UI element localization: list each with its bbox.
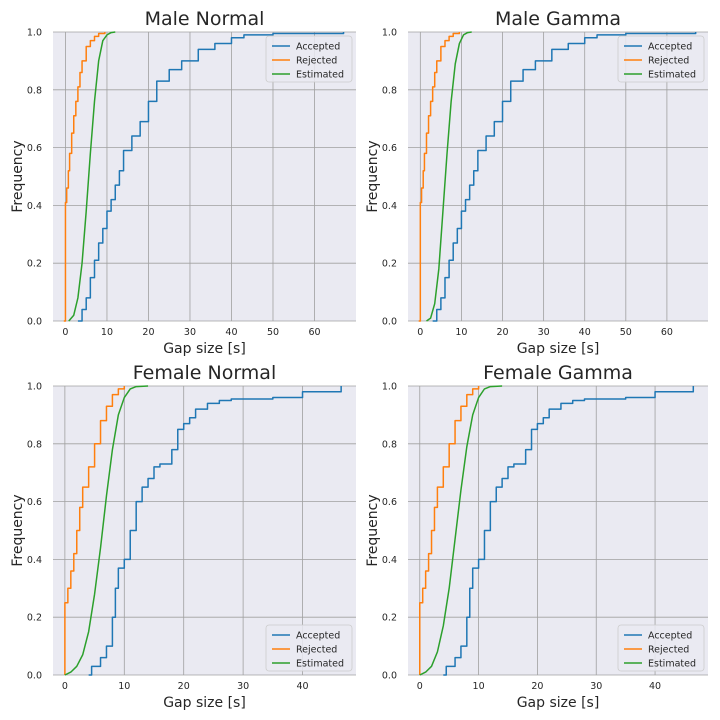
series-line-rejected — [419, 386, 480, 675]
x-tick-label: 30 — [184, 327, 196, 338]
x-tick-label: 30 — [590, 681, 602, 692]
legend-label: Rejected — [296, 645, 337, 656]
y-tick-label: 0.0 — [27, 317, 42, 328]
legend-box — [617, 624, 705, 672]
y-tick-label: 0.2 — [27, 613, 42, 624]
y-tick-label: 1.0 — [382, 382, 397, 393]
y-tick-label: 0.2 — [382, 613, 397, 624]
series-line-rejected — [64, 386, 126, 675]
y-tick-label: 0.0 — [382, 671, 397, 682]
series-line-estimated — [64, 385, 149, 676]
x-tick-label: 10 — [473, 681, 485, 692]
chart-title: Female Gamma — [483, 362, 633, 384]
series-line-rejected — [63, 32, 106, 322]
legend-label: Rejected — [648, 56, 689, 67]
chart-title: Male Normal — [145, 8, 265, 30]
y-tick-label: 0.2 — [27, 259, 42, 270]
x-tick-label: 0 — [417, 681, 423, 692]
y-tick-label: 0.4 — [27, 201, 42, 212]
y-tick-label: 0.8 — [382, 85, 397, 96]
legend: Accepted Rejected Estimated — [265, 35, 353, 83]
legend-label: Estimated — [648, 70, 696, 81]
series-line-accepted — [432, 32, 697, 322]
legend-label: Accepted — [648, 631, 692, 642]
y-tick-label: 0.6 — [27, 497, 42, 508]
x-tick-label: 40 — [225, 327, 237, 338]
x-axis-label: Gap size [s] — [163, 695, 246, 711]
y-tick-label: 0.4 — [27, 555, 42, 566]
legend-label: Accepted — [296, 631, 340, 642]
y-tick-label: 0.4 — [382, 555, 397, 566]
x-tick-label: 10 — [118, 681, 130, 692]
x-tick-label: 60 — [308, 327, 320, 338]
legend: Accepted Rejected Estimated — [265, 624, 353, 672]
x-tick-label: 50 — [267, 327, 279, 338]
y-axis-label: Frequency — [10, 494, 26, 566]
legend-box — [265, 35, 353, 83]
legend-label: Estimated — [296, 659, 344, 670]
x-tick-label: 20 — [142, 327, 154, 338]
y-tick-label: 1.0 — [382, 28, 397, 39]
y-tick-label: 0.8 — [27, 439, 42, 450]
legend: Accepted Rejected Estimated — [617, 35, 705, 83]
y-tick-label: 0.2 — [382, 259, 397, 270]
y-axis-label: Frequency — [365, 140, 381, 212]
chart-panel-4: 0 10 20 30 40 0.0 0.2 0.4 0.6 0.8 1.0 Female Gamma G… — [365, 362, 708, 711]
x-tick-label: 50 — [620, 327, 632, 338]
y-tick-label: 0.6 — [382, 497, 397, 508]
legend-label: Rejected — [648, 645, 689, 656]
y-tick-label: 0.0 — [27, 671, 42, 682]
y-tick-label: 0.8 — [27, 85, 42, 96]
legend-label: Estimated — [648, 659, 696, 670]
y-tick-label: 1.0 — [27, 28, 42, 39]
x-axis-label: Gap size [s] — [163, 341, 246, 357]
series-line-estimated — [426, 31, 472, 322]
series-line-estimated — [68, 31, 116, 322]
x-tick-label: 30 — [538, 327, 550, 338]
x-tick-label: 40 — [296, 681, 308, 692]
series-line-estimated — [419, 385, 503, 676]
legend-box — [265, 624, 353, 672]
legend: Accepted Rejected Estimated — [617, 624, 705, 672]
x-tick-label: 40 — [579, 327, 591, 338]
chart-title: Male Gamma — [495, 8, 621, 30]
x-tick-label: 0 — [62, 327, 68, 338]
x-tick-label: 0 — [62, 681, 68, 692]
series-line-accepted — [88, 386, 342, 676]
y-tick-label: 0.8 — [382, 439, 397, 450]
chart-panel-1: 0 10 20 30 40 50 60 0.0 0.2 0.4 0.6 0.8 1.0 Male Norm… — [10, 8, 356, 357]
x-tick-label: 40 — [649, 681, 661, 692]
series-line-accepted — [443, 386, 695, 676]
x-tick-label: 20 — [496, 327, 508, 338]
y-tick-label: 0.0 — [382, 317, 397, 328]
x-tick-label: 60 — [661, 327, 673, 338]
legend-label: Accepted — [296, 42, 340, 53]
series-line-accepted — [77, 32, 345, 322]
x-tick-label: 10 — [455, 327, 467, 338]
legend-label: Estimated — [296, 70, 344, 81]
legend-label: Accepted — [648, 42, 692, 53]
x-axis-label: Gap size [s] — [517, 695, 600, 711]
chart-title: Female Normal — [133, 362, 276, 384]
y-tick-label: 0.6 — [382, 143, 397, 154]
y-tick-label: 1.0 — [27, 382, 42, 393]
chart-panel-3: 0 10 20 30 40 0.0 0.2 0.4 0.6 0.8 1.0 Female Normal… — [10, 362, 356, 711]
y-tick-label: 0.4 — [382, 201, 397, 212]
x-tick-label: 20 — [531, 681, 543, 692]
x-axis-label: Gap size [s] — [517, 341, 600, 357]
y-tick-label: 0.6 — [27, 143, 42, 154]
x-tick-label: 30 — [237, 681, 249, 692]
y-axis-label: Frequency — [10, 140, 26, 212]
y-axis-label: Frequency — [365, 494, 381, 566]
x-tick-label: 10 — [101, 327, 113, 338]
series-line-rejected — [418, 32, 461, 322]
chart-panel-2: 0 10 20 30 40 50 60 0.0 0.2 0.4 0.6 0.8 1.0 Male Gamm… — [365, 8, 708, 357]
x-tick-label: 20 — [178, 681, 190, 692]
legend-box — [617, 35, 705, 83]
x-tick-label: 0 — [417, 327, 423, 338]
legend-label: Rejected — [296, 56, 337, 67]
